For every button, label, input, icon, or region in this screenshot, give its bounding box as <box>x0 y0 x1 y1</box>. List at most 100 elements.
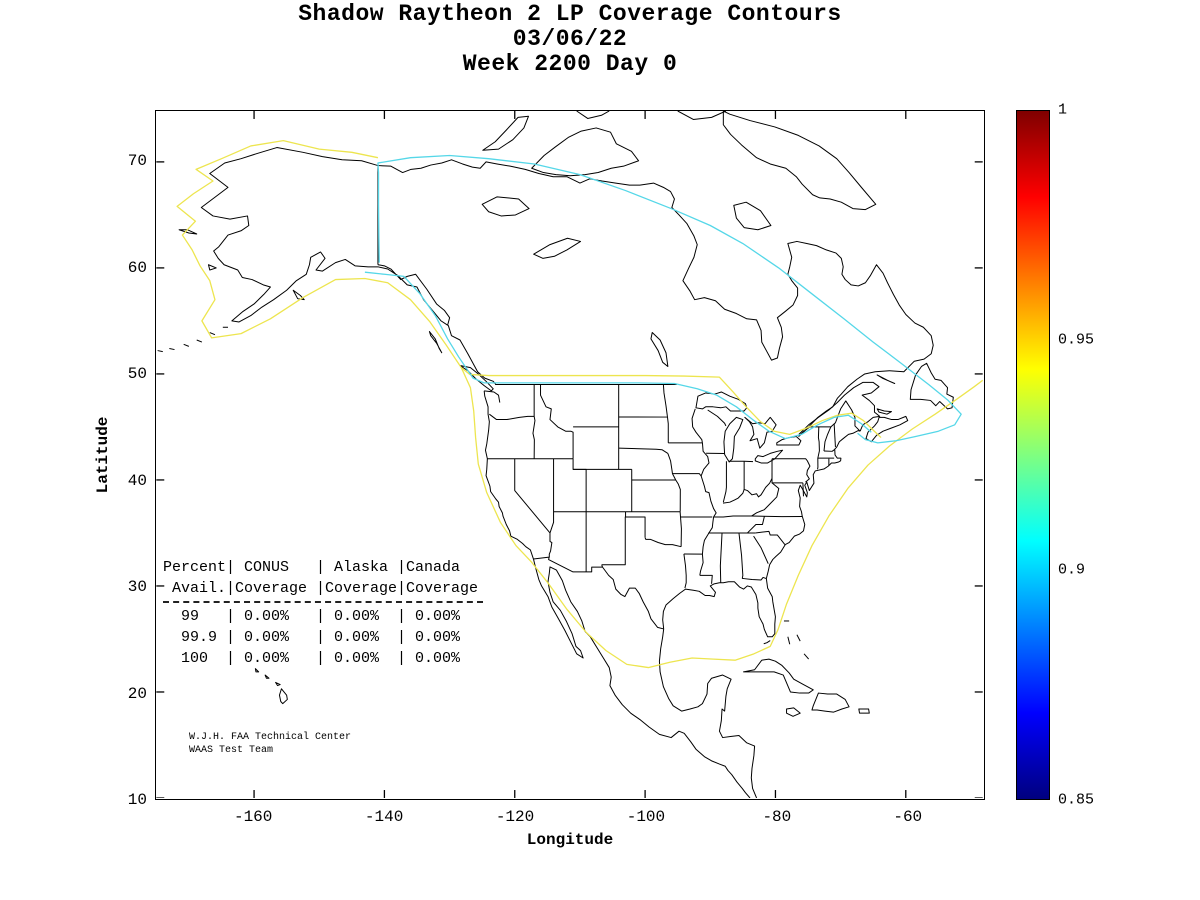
kodiak-island <box>292 289 305 301</box>
contour-095-north <box>460 367 882 439</box>
baffin-island <box>722 111 877 211</box>
banks-island <box>482 115 529 151</box>
border-vt-nh <box>823 426 832 452</box>
x-axis-label: Longitude <box>526 831 614 849</box>
border-ny-new-england <box>817 426 820 470</box>
x-tick-label: -160 <box>233 808 273 826</box>
aleutian-6 <box>157 350 163 353</box>
alaska-coast <box>200 147 451 326</box>
y-tick-label: 20 <box>127 684 147 703</box>
border-ohio-river <box>722 473 773 504</box>
juan-de-fuca <box>484 390 501 403</box>
y-tick-label: 70 <box>127 152 147 171</box>
us-west-coast <box>483 390 534 560</box>
southampton-island <box>733 201 772 231</box>
central-america-caribbean-coast <box>658 628 758 798</box>
bahamas-4 <box>803 653 810 660</box>
border-va-nc-36 <box>751 515 803 518</box>
border-md-de <box>802 482 804 497</box>
great-slave-lake <box>533 237 582 259</box>
title-line-2: 03/06/22 <box>512 26 628 52</box>
great-bear-lake <box>481 196 530 217</box>
border-la-ms-31 <box>699 574 713 584</box>
border-nc-sc <box>755 530 786 545</box>
title-line-1: Shadow Raytheon 2 LP Coverage Contours <box>298 1 842 27</box>
border-wv-va <box>751 482 780 517</box>
border-ky-tn-36 <box>713 515 752 518</box>
border-ut-co <box>572 458 587 512</box>
border-id-west <box>532 384 536 459</box>
border-mississippi-river <box>699 442 717 576</box>
coverage-table-divider <box>163 601 483 603</box>
lake-erie <box>754 449 784 464</box>
x-tick-label: -140 <box>364 808 404 826</box>
cuba <box>743 658 814 694</box>
bahamas-3 <box>796 634 801 642</box>
aleutian-2 <box>209 332 216 336</box>
anticosti-island <box>876 374 896 385</box>
colorbar-tick-label: 0.85 <box>1058 791 1095 809</box>
border-ca-nv <box>514 458 551 534</box>
border-us-mexico-west <box>533 556 603 573</box>
newfoundland <box>909 362 954 410</box>
mexico-west-coast <box>532 558 751 798</box>
border-nv-ut-az <box>549 458 555 534</box>
x-tick-label: -60 <box>893 808 923 826</box>
puerto-rico <box>858 708 870 714</box>
hispaniola <box>811 692 850 713</box>
arctic-fragment-1 <box>677 111 727 120</box>
contour-090-west <box>364 271 872 440</box>
x-tick-label: -120 <box>495 808 535 826</box>
x-tick-label: -80 <box>762 808 792 826</box>
border-missouri-river <box>667 453 681 512</box>
hawaii-maui <box>275 681 281 687</box>
x-tick-label: -100 <box>626 808 666 826</box>
y-tick-label: 60 <box>127 258 147 277</box>
y-tick-label: 30 <box>127 578 147 597</box>
coverage-table: Percent| CONUS | Alaska |Canada Avail.|C… <box>163 557 483 669</box>
lake-winnipeg <box>650 332 669 367</box>
haida-gwaii <box>428 331 443 354</box>
coverage-table-header-1: Percent| CONUS | Alaska |Canada <box>163 559 461 576</box>
st-lawrence-island <box>178 229 198 235</box>
lake-ontario <box>776 435 802 446</box>
border-rio-grande <box>602 566 664 630</box>
florida-keys <box>763 640 771 645</box>
border-mn-west <box>662 384 669 443</box>
border-al-ga <box>738 532 744 579</box>
border-ny-pa-delaware <box>772 458 811 483</box>
border-colorado-river <box>548 532 553 558</box>
border-id-mt-wy <box>540 384 574 459</box>
jamaica <box>786 707 801 717</box>
us-gulf-east-coast <box>662 430 861 638</box>
hawaii-oahu <box>264 674 270 679</box>
contour-095-main <box>176 140 983 669</box>
hawaii-big-island <box>278 688 288 705</box>
victoria-island <box>531 127 640 177</box>
border-tn-nc <box>747 516 765 534</box>
bahamas-2 <box>787 636 791 645</box>
border-ms-al <box>719 532 723 583</box>
colorbar-tick-label: 1 <box>1058 101 1068 119</box>
map-canvas <box>156 111 983 798</box>
credit-text: W.J.H. FAA Technical Center WAAS Test Te… <box>189 731 351 757</box>
border-ga-fl <box>742 576 767 581</box>
y-tick-label: 10 <box>127 791 147 809</box>
title-line-3: Week 2200 Day 0 <box>462 51 678 77</box>
border-il-in <box>722 461 727 503</box>
border-nh-ma <box>823 449 836 452</box>
coverage-table-row-3: 100 | 0.00% | 0.00% | 0.00% <box>163 650 461 667</box>
y-tick-label: 50 <box>127 365 147 384</box>
aleutian-4 <box>183 343 190 347</box>
border-wi-mi <box>707 409 727 427</box>
figure-title: Shadow Raytheon 2 LP Coverage Contours 0… <box>155 2 985 77</box>
plot-area: Percent| CONUS | Alaska |Canada Avail.|C… <box>155 110 985 800</box>
credit-line-2: WAAS Test Team <box>189 745 274 756</box>
border-red-river <box>644 537 682 548</box>
hawaii-kauai <box>254 668 260 673</box>
credit-line-1: W.J.H. FAA Technical Center <box>189 732 352 743</box>
border-wa-or <box>489 413 535 421</box>
colorbar-tick-label: 0.9 <box>1058 561 1086 579</box>
colorbar <box>1016 110 1050 800</box>
